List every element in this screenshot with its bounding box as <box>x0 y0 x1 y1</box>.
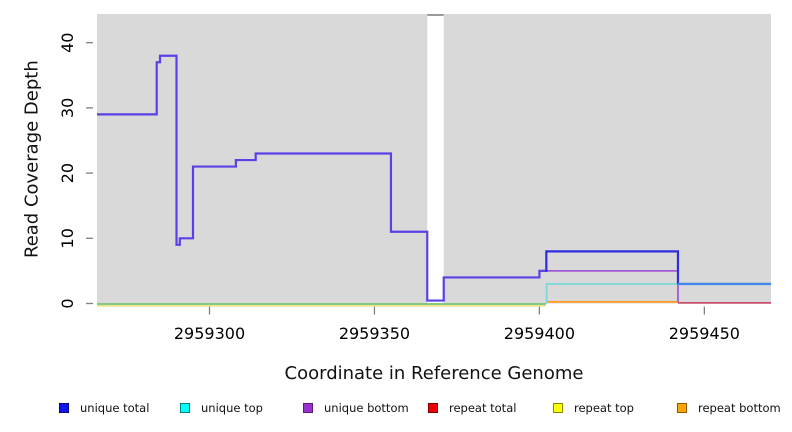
series-line-unique-total <box>545 250 680 284</box>
x-axis-tick-label: 2959450 <box>669 324 740 343</box>
series-line-unique-total-bottom-overlap <box>97 54 547 302</box>
x-axis-tick-label: 2959350 <box>339 324 410 343</box>
y-axis-tick-label: 0 <box>58 298 77 308</box>
coverage-gap-band <box>427 14 444 304</box>
y-axis-tick-label: 40 <box>58 33 77 53</box>
coverage-gap-band-top-edge <box>427 14 444 16</box>
y-axis-tick-label: 30 <box>58 98 77 118</box>
x-axis-title: Coordinate in Reference Genome <box>284 363 584 384</box>
y-axis-tick-label: 10 <box>58 228 77 248</box>
x-axis-tick-label: 2959300 <box>174 324 245 343</box>
y-axis-tick-label: 20 <box>58 163 77 183</box>
y-axis-title: Read Coverage Depth <box>21 60 43 258</box>
x-axis-tick-label: 2959400 <box>504 324 575 343</box>
series-line-unique-top <box>545 283 678 304</box>
